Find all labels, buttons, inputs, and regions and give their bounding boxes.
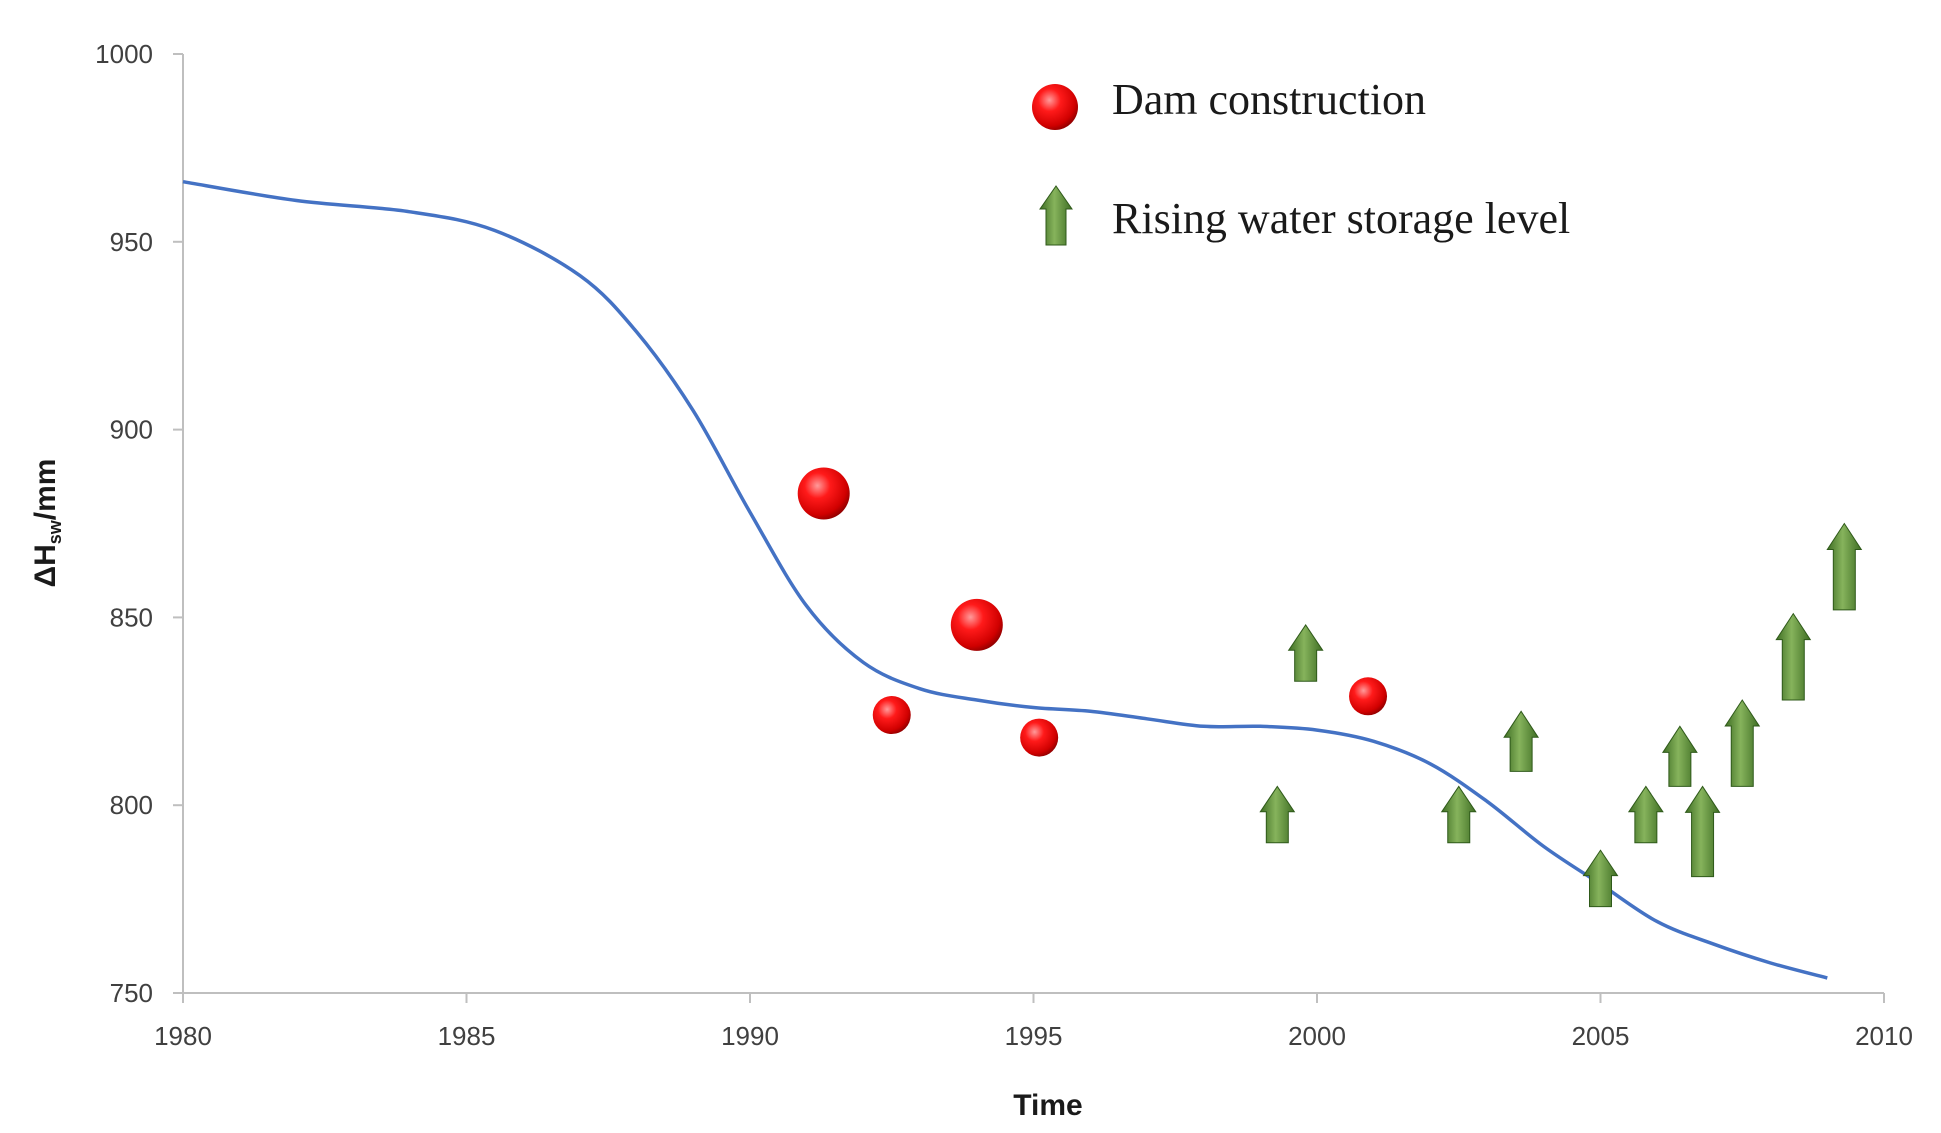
x-tick-label: 1985 [438, 1021, 496, 1051]
x-ticks: 1980 1985 1990 1995 2000 2005 2010 [154, 993, 1913, 1051]
series-line [182, 179, 1828, 980]
water-storage-arrow [1287, 624, 1324, 682]
y-axis-title: ΔHsw/mm [29, 459, 65, 588]
y-tick-label: 950 [110, 227, 153, 257]
dam-construction-marker [1020, 718, 1059, 757]
y-axis-title-suffix: /mm [29, 459, 62, 521]
dam-construction-marker [1349, 677, 1388, 716]
water-storage-arrow [1503, 710, 1540, 772]
water-storage-arrows [1259, 522, 1863, 908]
y-ticks: 750 800 850 900 950 1000 [95, 39, 183, 1008]
y-axis-title-prefix: ΔH [29, 544, 62, 587]
legend-dam-marker [1032, 84, 1078, 130]
dam-construction-marker [797, 467, 850, 520]
dam-markers [797, 467, 1388, 757]
y-tick-label: 850 [110, 602, 153, 632]
legend-arrow-marker [1039, 185, 1073, 246]
y-tick-label: 750 [110, 978, 153, 1008]
legend-dam-label: Dam construction [1112, 75, 1426, 124]
water-storage-arrow [1661, 725, 1698, 787]
water-storage-arrow [1259, 785, 1296, 844]
x-tick-label: 2010 [1855, 1021, 1913, 1051]
water-storage-arrow [1775, 612, 1812, 701]
y-axis-title-subscript: sw [45, 519, 65, 544]
x-tick-label: 1980 [154, 1021, 212, 1051]
y-tick-label: 1000 [95, 39, 153, 69]
x-tick-label: 2000 [1288, 1021, 1346, 1051]
x-tick-label: 1990 [721, 1021, 779, 1051]
water-storage-arrow [1724, 699, 1761, 787]
legend: Dam construction Rising water storage le… [1032, 75, 1570, 246]
water-storage-arrow [1582, 849, 1619, 908]
dam-construction-marker [872, 696, 911, 735]
water-storage-arrow [1440, 785, 1477, 844]
y-tick-label: 800 [110, 790, 153, 820]
water-storage-arrow [1627, 785, 1664, 844]
dam-construction-marker [950, 598, 1003, 651]
axes: 750 800 850 900 950 1000 1980 1985 1990 1995 2000… [95, 39, 1913, 1051]
water-storage-arrow [1684, 785, 1721, 878]
series-layer [182, 179, 1828, 980]
water-storage-arrow [1826, 522, 1863, 611]
x-axis-title: Time [1013, 1089, 1082, 1122]
x-tick-label: 2005 [1572, 1021, 1630, 1051]
x-tick-label: 1995 [1005, 1021, 1063, 1051]
legend-arrow-label: Rising water storage level [1112, 194, 1570, 243]
y-tick-label: 900 [110, 415, 153, 445]
